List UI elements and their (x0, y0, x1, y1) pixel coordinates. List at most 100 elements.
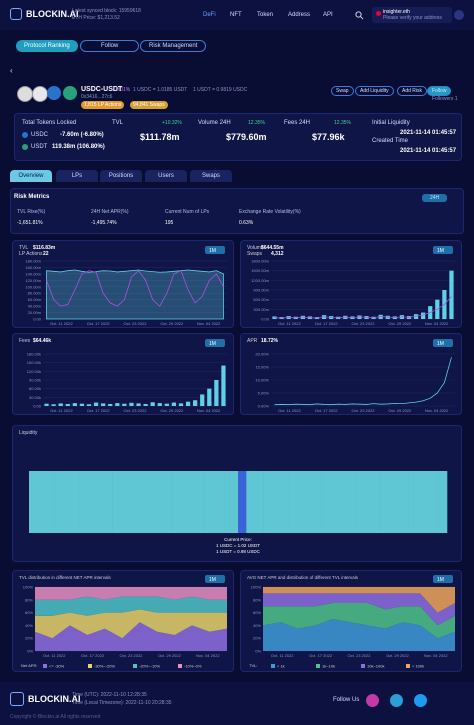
period-select[interactable] (433, 246, 453, 254)
logo-icon (10, 692, 24, 706)
x-tick-label: Oct. 17 2022 (81, 653, 105, 658)
nav-item[interactable]: Token (257, 12, 274, 18)
bar (214, 380, 219, 406)
tab[interactable]: Swaps (190, 170, 232, 182)
subnav-tab[interactable]: Protocol Ranking (16, 40, 78, 52)
tab[interactable]: Users (145, 170, 187, 182)
nav-item[interactable]: Address (288, 12, 311, 18)
button[interactable]: Add Risk (397, 86, 428, 96)
bar (86, 404, 92, 406)
nav-item[interactable]: NFT (230, 12, 242, 18)
bar (421, 312, 426, 319)
nav-item[interactable]: DeFi (203, 12, 216, 18)
chart-sub-value: 4,312 (271, 251, 284, 257)
period-select[interactable] (205, 575, 225, 583)
liquidity-bar (263, 471, 272, 533)
x-tick-label: Oct. 29 2022 (160, 408, 184, 413)
bar (93, 402, 99, 406)
liquidity-bar (254, 471, 264, 533)
chart-label: Fees (19, 338, 31, 344)
bar (143, 403, 148, 406)
period-select[interactable]: 24H (422, 194, 448, 202)
period-select[interactable] (205, 246, 225, 254)
card-change: +10.32% (162, 120, 182, 126)
initial-label: Initial Liquidity (372, 120, 410, 126)
liquidity-bar (45, 471, 55, 533)
legend-swatch (406, 664, 410, 668)
bar (79, 403, 85, 406)
y-tick-label: 1200.00m (251, 278, 269, 283)
chart-label: TVL (19, 245, 28, 251)
metric-label: TVL Rise(%) (17, 209, 46, 215)
y-tick-label: 20.00% (255, 352, 269, 357)
stats-panel (14, 113, 462, 161)
current-price-label: Current Price: (224, 537, 252, 542)
button[interactable]: Swap (331, 86, 354, 96)
metric-value: -1,651.81% (17, 220, 43, 226)
nav-item[interactable]: API (323, 12, 333, 18)
y-tick-label: 0.00 (261, 317, 270, 322)
y-tick-label: 1500.00m (251, 268, 269, 273)
tab[interactable]: LPs (56, 170, 98, 182)
period-select[interactable] (433, 575, 453, 583)
tab[interactable]: Overview (10, 170, 52, 182)
rate: 1 USDT = 0.9819 USDC (193, 87, 248, 93)
period-label: 1M (437, 577, 444, 583)
liquidity-bar (146, 471, 155, 533)
x-tick-label: Oct. 23 2022 (352, 408, 376, 413)
liquidity-bar (313, 471, 322, 533)
token-icon (22, 132, 28, 138)
discord-icon[interactable] (366, 694, 379, 707)
period-label: 1M (209, 248, 216, 254)
bar (193, 400, 198, 406)
copyright: Copyright © Blockin.ai All rights reserv… (10, 714, 101, 720)
legend-label: -20%~-10% (139, 664, 160, 669)
telegram-icon[interactable] (390, 694, 403, 707)
initial: 2021-11-14 01:45:57 (400, 130, 457, 136)
card-value: $111.78m (140, 132, 180, 142)
subnav-tab[interactable]: Follow (80, 40, 140, 52)
legend-swatch (271, 664, 275, 668)
y-tick-label: 140.00m (25, 271, 41, 276)
period-select[interactable] (433, 339, 453, 347)
button[interactable]: Add Liquidity (355, 86, 394, 96)
y-tick-label: 20% (25, 636, 33, 641)
liquidity-bar (104, 471, 113, 533)
chart-sub-label: Swaps (247, 251, 263, 257)
y-tick-label: 100% (251, 585, 262, 590)
liquidity-bar (95, 471, 105, 533)
card-value: $77.96k (312, 132, 345, 142)
avatar[interactable] (454, 10, 464, 20)
card-change: 12.35% (248, 120, 265, 126)
x-tick-label: Nov. 04 2022 (196, 653, 220, 658)
pool-name: USDC-USDT (81, 86, 123, 93)
y-tick-label: 90.00k (29, 378, 41, 383)
token-value: 119.38m (106.80%) (52, 144, 105, 150)
synced-block: Latest synced block: 15959618 (72, 8, 141, 14)
card-label: TVL (112, 120, 124, 126)
logo[interactable]: BLOCKIN.AI (26, 9, 79, 19)
metric-label: Exchange Rate Volatility(%) (239, 209, 301, 215)
liquidity-bar (380, 471, 389, 533)
legend-label: 1k~10k (322, 664, 335, 669)
y-tick-label: 60.00k (29, 386, 41, 391)
user-box[interactable] (372, 7, 452, 23)
liquidity-bar (37, 471, 47, 533)
search-icon[interactable] (355, 11, 364, 20)
y-tick-label: 60% (253, 610, 261, 615)
period-select[interactable] (205, 339, 225, 347)
tab[interactable]: Positions (100, 170, 142, 182)
subnav-tab[interactable]: Risk Management (140, 40, 207, 52)
button[interactable]: Follow (427, 86, 452, 96)
bar (164, 403, 169, 406)
x-tick-label: Oct. 29 2022 (388, 321, 412, 326)
twitter-icon[interactable] (414, 694, 427, 707)
card-label: Volume 24H (198, 120, 231, 126)
back-arrow[interactable]: ‹ (10, 66, 13, 75)
bar (171, 402, 177, 406)
metric-value: -1,495.74% (91, 220, 117, 226)
x-tick-label: Nov. 04 2022 (425, 408, 449, 413)
y-tick-label: 60.00m (28, 297, 42, 302)
legend-swatch (43, 664, 47, 668)
liquidity-bar (29, 471, 38, 533)
